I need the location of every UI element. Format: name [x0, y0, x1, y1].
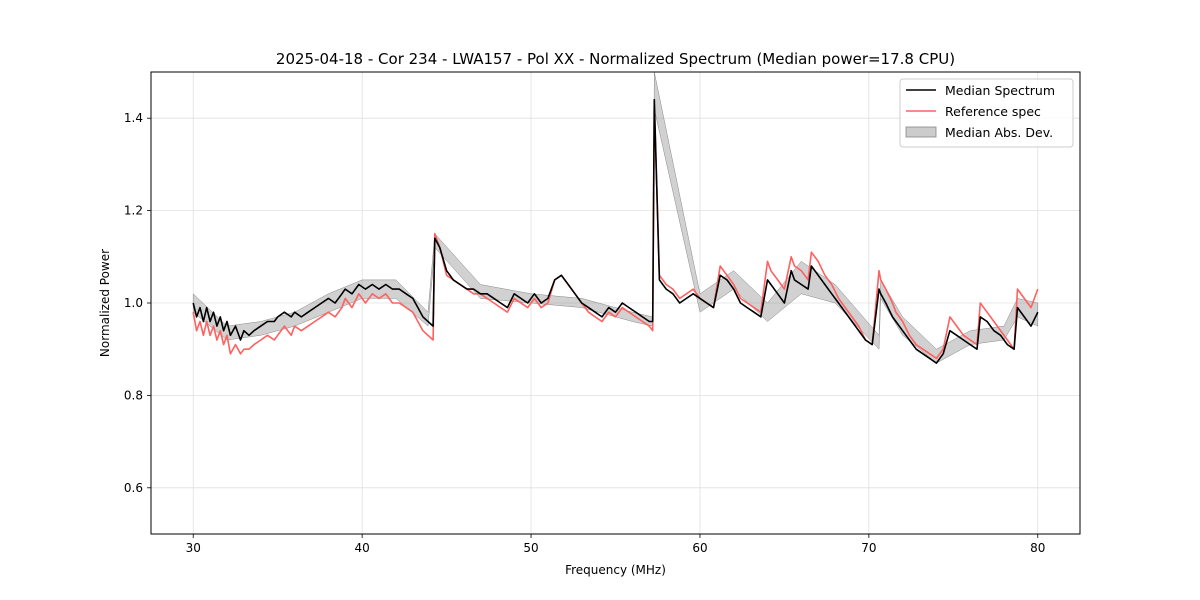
x-tick-label: 30 — [186, 541, 201, 555]
legend: Median Spectrum Reference spec Median Ab… — [899, 78, 1074, 148]
y-tick-label: 0.8 — [124, 388, 143, 402]
x-tick-label: 50 — [523, 541, 538, 555]
x-tick-label: 40 — [354, 541, 369, 555]
x-tick-label: 80 — [1030, 541, 1045, 555]
y-tick-label: 1.4 — [124, 111, 143, 125]
y-tick-label: 1.0 — [124, 296, 143, 310]
x-tick-label: 60 — [692, 541, 707, 555]
legend-box — [899, 78, 1074, 148]
legend-mad-label: Median Abs. Dev. — [945, 125, 1053, 140]
mad-band — [192, 71, 1039, 364]
x-axis-label: Frequency (MHz) — [565, 563, 666, 577]
ticks: 30 40 50 60 70 80 0.6 0.8 1.0 1.2 1.4 — [124, 111, 1046, 555]
median-spectrum-line — [192, 98, 1039, 364]
chart-title: 2025-04-18 - Cor 234 - LWA157 - Pol XX -… — [276, 50, 955, 68]
legend-mad-swatch — [905, 126, 937, 138]
reference-spec-line — [192, 103, 1039, 360]
y-axis-label: Normalized Power — [98, 249, 112, 357]
series-layer — [192, 98, 1039, 364]
y-tick-label: 1.2 — [124, 204, 143, 218]
legend-reference-label: Reference spec — [945, 104, 1041, 119]
x-tick-label: 70 — [861, 541, 876, 555]
mad-band-layer — [192, 71, 1039, 364]
legend-median-label: Median Spectrum — [945, 83, 1055, 98]
y-tick-label: 0.6 — [124, 481, 143, 495]
